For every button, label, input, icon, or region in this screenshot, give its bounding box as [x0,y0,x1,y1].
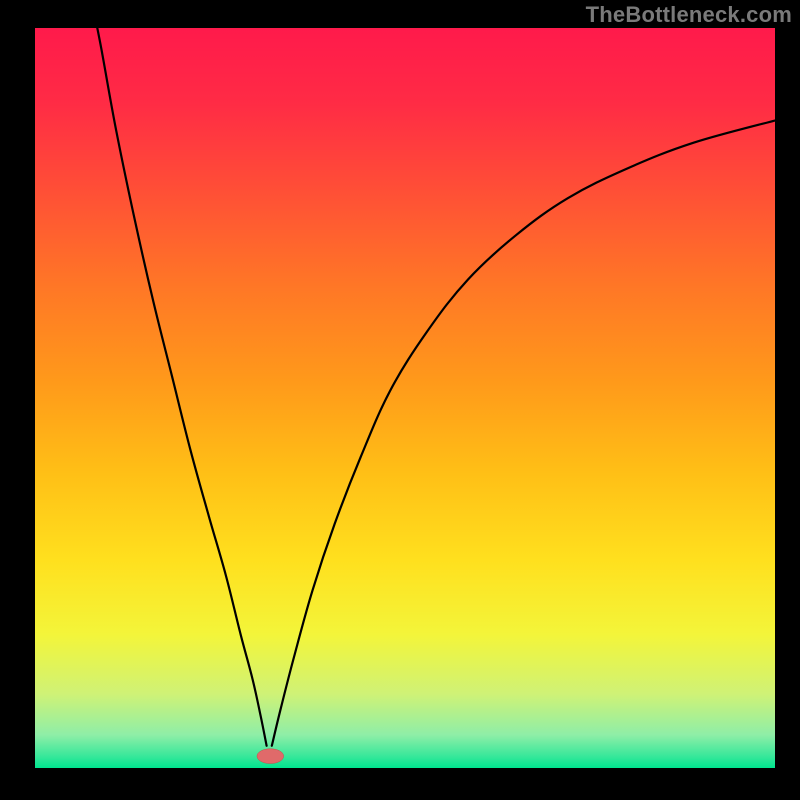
plot-area [35,28,775,768]
curve-right-branch [272,121,775,746]
bottleneck-curve [35,28,775,768]
watermark-text: TheBottleneck.com [586,2,792,28]
curve-left-branch [81,28,267,746]
valley-marker [257,749,284,764]
page-root: TheBottleneck.com [0,0,800,800]
